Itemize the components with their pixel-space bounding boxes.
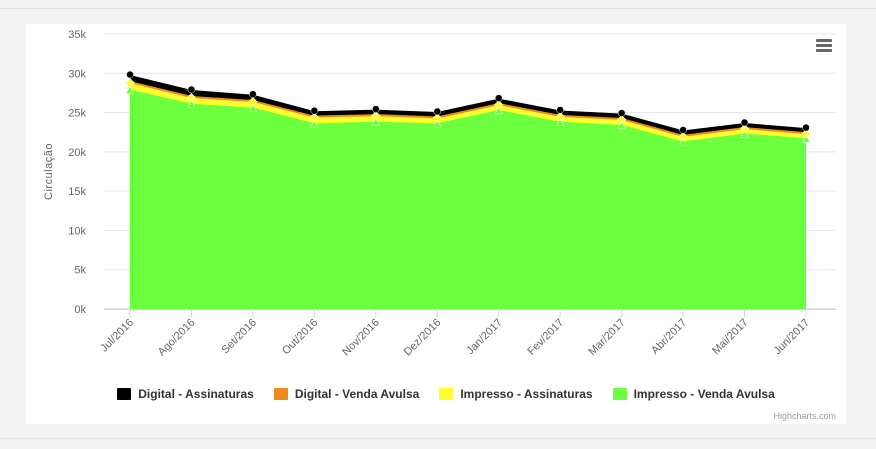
y-tick-label: 10k (68, 225, 86, 237)
data-point (555, 118, 565, 127)
credits-link[interactable]: Highcharts.com (773, 411, 836, 421)
hamburger-menu-icon[interactable] (814, 38, 834, 54)
data-point (248, 96, 258, 107)
x-tick-label: Nov/2016 (340, 317, 382, 359)
chart-panel: 0k 5k 10k 15k 20k 25k 30k 35k Circulação Jul/2016… (26, 24, 846, 424)
legend-label: Impresso - Assinaturas (460, 387, 593, 401)
data-point (801, 134, 811, 143)
data-point (126, 70, 134, 79)
legend-swatch (612, 388, 627, 400)
data-point (739, 124, 750, 134)
data-point (494, 100, 504, 110)
y-tick-label: 15k (68, 186, 86, 198)
data-point (740, 130, 749, 138)
x-tick-label: Jun/2017 (772, 317, 812, 357)
data-point (678, 137, 688, 146)
legend-item-digital-assinaturas[interactable]: Digital - Assinaturas (117, 385, 254, 403)
data-point (740, 118, 749, 127)
chart-legend: Digital - Assinaturas Digital - Venda Av… (86, 385, 806, 403)
data-point (372, 105, 380, 113)
data-point (310, 106, 319, 115)
series-line (129, 75, 807, 134)
data-point (433, 107, 442, 116)
series-line (129, 81, 807, 137)
data-point (432, 119, 442, 128)
data-point (248, 104, 258, 112)
legend-item-impresso-venda-avulsa[interactable]: Impresso - Venda Avulsa (612, 385, 775, 403)
data-point (617, 109, 626, 117)
area-digital-assinaturas (130, 76, 806, 136)
legend-swatch (117, 388, 132, 400)
data-point (555, 111, 565, 122)
x-tick-label: Jan/2017 (464, 317, 504, 357)
data-point (494, 94, 503, 102)
data-point (187, 85, 196, 94)
x-tick-label: Set/2016 (219, 317, 259, 357)
data-point (371, 111, 381, 121)
y-axis-title: Circulação (43, 143, 55, 200)
series-line (129, 89, 807, 144)
legend-label: Impresso - Venda Avulsa (633, 387, 775, 401)
x-tick-label: Mai/2017 (710, 317, 750, 357)
data-point (617, 121, 627, 130)
y-tick-label: 35k (68, 29, 86, 41)
legend-label: Digital - Assinaturas (138, 387, 254, 401)
x-tick-label: Fev/2017 (525, 317, 566, 358)
top-divider (0, 8, 876, 9)
x-tick-label: Mar/2017 (586, 317, 627, 358)
bottom-divider (0, 438, 876, 439)
area-impresso-assinaturas (130, 82, 806, 143)
x-tick-label: Abr/2017 (649, 317, 689, 357)
y-tick-label: 0k (74, 304, 86, 316)
data-point (801, 129, 811, 139)
x-tick-label: Out/2016 (280, 317, 320, 357)
legend-item-impresso-assinaturas[interactable]: Impresso - Assinaturas (439, 385, 593, 403)
data-point (249, 90, 257, 98)
x-tick-label: Ago/2016 (156, 317, 198, 359)
data-point (678, 131, 688, 142)
data-point (125, 86, 135, 94)
y-tick-label: 25k (68, 108, 86, 120)
data-point (432, 113, 442, 123)
data-point (679, 126, 687, 134)
data-point (186, 93, 197, 103)
area-impresso-venda-avulsa (130, 90, 806, 309)
legend-swatch (273, 388, 288, 400)
y-tick-label: 30k (68, 68, 86, 80)
legend-label: Digital - Venda Avulsa (294, 387, 420, 401)
data-point (371, 118, 381, 127)
y-tick-label: 5k (74, 265, 86, 277)
data-point (802, 123, 810, 132)
x-tick-label: Jul/2016 (98, 317, 136, 355)
data-point (556, 106, 564, 114)
legend-item-digital-venda-avulsa[interactable]: Digital - Venda Avulsa (273, 385, 420, 403)
legend-swatch (439, 388, 454, 400)
data-point (309, 112, 319, 122)
data-point (494, 106, 504, 115)
x-tick-label: Dez/2016 (402, 317, 444, 359)
data-point (125, 78, 135, 88)
data-point (187, 100, 196, 108)
data-point (617, 115, 627, 125)
data-point (309, 119, 319, 128)
y-tick-label: 20k (68, 147, 86, 159)
chart-svg: 0k 5k 10k 15k 20k 25k 30k 35k Circulação Jul/2016… (43, 29, 836, 359)
